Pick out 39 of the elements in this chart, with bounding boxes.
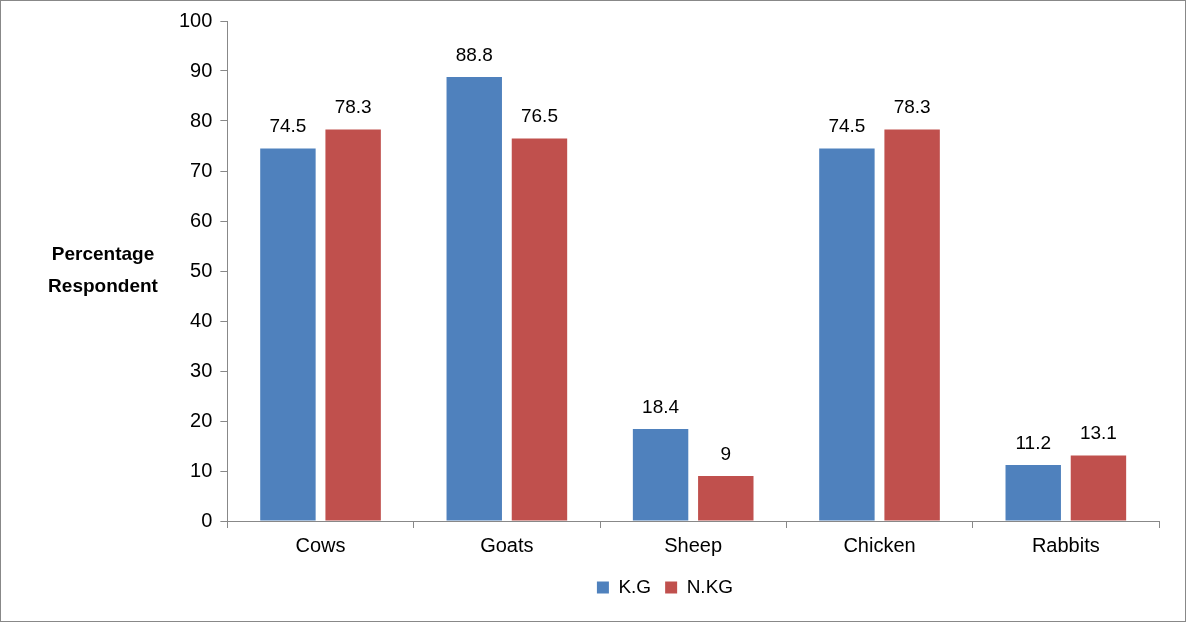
bar bbox=[325, 129, 381, 521]
y-tick-label: 40 bbox=[190, 308, 213, 331]
data-label: 88.8 bbox=[455, 43, 493, 65]
x-tick-label: Chicken bbox=[843, 533, 916, 556]
data-label: 11.2 bbox=[1015, 431, 1052, 453]
x-tick-label: Sheep bbox=[664, 533, 723, 556]
y-tick-label: 60 bbox=[190, 208, 213, 231]
data-label: 76.5 bbox=[520, 105, 558, 127]
bar bbox=[1070, 455, 1127, 521]
legend-label: K.G bbox=[618, 575, 652, 597]
bar bbox=[698, 476, 754, 521]
y-tick-label: 0 bbox=[201, 508, 213, 531]
bar bbox=[260, 148, 316, 521]
bar bbox=[1005, 465, 1061, 521]
data-label: 74.5 bbox=[828, 115, 866, 137]
x-tick-label: Goats bbox=[480, 533, 534, 556]
bar bbox=[446, 77, 502, 521]
data-label: 18.4 bbox=[642, 395, 680, 417]
bar bbox=[511, 138, 568, 521]
data-label: 74.5 bbox=[269, 115, 307, 137]
bar bbox=[632, 429, 689, 521]
y-tick-label: 90 bbox=[190, 58, 213, 81]
x-tick-label: Rabbits bbox=[1031, 533, 1100, 556]
y-tick-label: 100 bbox=[178, 8, 213, 31]
y-tick-label: 10 bbox=[190, 458, 213, 481]
y-tick-label: 50 bbox=[190, 258, 213, 281]
bar bbox=[819, 148, 875, 521]
data-label: 13.1 bbox=[1079, 422, 1117, 444]
y-tick-label: 80 bbox=[190, 108, 213, 131]
bar bbox=[884, 129, 940, 521]
data-label: 78.3 bbox=[893, 96, 931, 118]
x-tick-label: Cows bbox=[295, 533, 346, 556]
y-tick-label: 20 bbox=[190, 408, 213, 431]
y-tick-label: 70 bbox=[190, 158, 213, 181]
data-label: 9 bbox=[720, 442, 732, 464]
data-label: 78.3 bbox=[334, 96, 372, 118]
y-axis-title: Percentage Respondent bbox=[48, 243, 159, 297]
legend-label: N.KG bbox=[686, 575, 734, 597]
y-tick-label: 30 bbox=[190, 358, 213, 381]
